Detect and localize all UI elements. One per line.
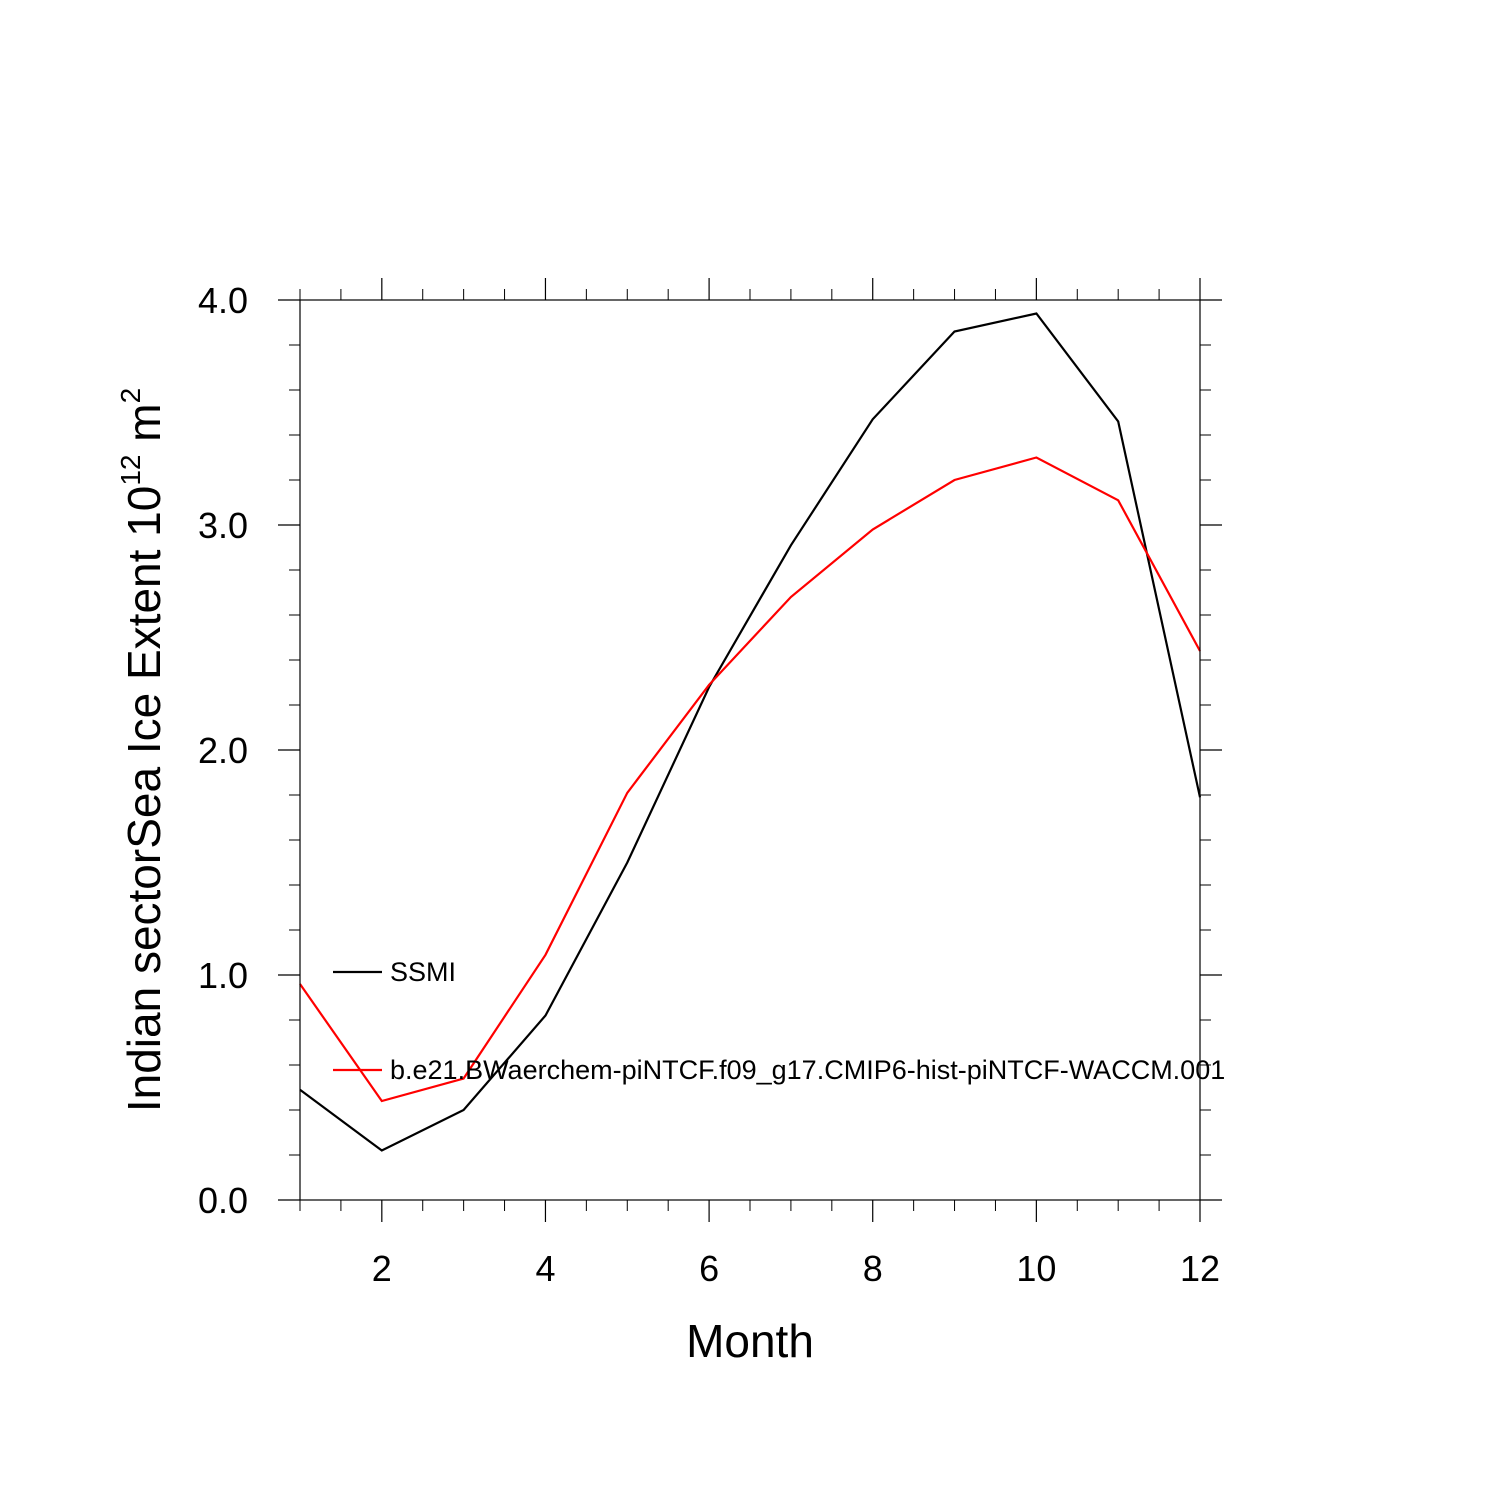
- legend-label: SSMI: [390, 957, 456, 987]
- y-axis-title: Indian sectorSea Ice Extent 1012 m2: [115, 388, 170, 1112]
- legend: SSMI b.e21.BWaerchem-piNTCF.f09_g17.CMIP6…: [333, 957, 1225, 1085]
- x-tick-label: 10: [1016, 1248, 1056, 1289]
- x-tick-label: 6: [699, 1248, 719, 1289]
- y-axis-title-exponent: 12: [115, 455, 146, 486]
- x-tick-label: 8: [863, 1248, 883, 1289]
- series-line-model: [299, 456, 1201, 1103]
- series-line-ssmi: [299, 312, 1202, 1152]
- y-tick-label: 3.0: [198, 505, 248, 546]
- y-axis-title-unit: m: [118, 403, 170, 454]
- x-tick-label: 4: [535, 1248, 555, 1289]
- y-tick-label: 2.0: [198, 730, 248, 771]
- x-axis-title: Month: [686, 1315, 814, 1367]
- y-tick-label: 0.0: [198, 1180, 248, 1221]
- label-layer: 2 4 6 8 10 12 0.0 1.0 2.0 3.0 4.0: [198, 280, 1220, 1289]
- y-axis-title-unit-exponent: 2: [115, 388, 146, 404]
- tick-layer: [278, 278, 1222, 1222]
- legend-label: b.e21.BWaerchem-piNTCF.f09_g17.CMIP6-his…: [390, 1055, 1225, 1085]
- x-tick-label: 2: [372, 1248, 392, 1289]
- y-axis-title-main: Indian sectorSea Ice Extent 10: [118, 486, 170, 1113]
- y-tick-label: 4.0: [198, 280, 248, 321]
- x-tick-label: 12: [1180, 1248, 1220, 1289]
- y-tick-label: 1.0: [198, 955, 248, 996]
- series-layer: [299, 312, 1202, 1152]
